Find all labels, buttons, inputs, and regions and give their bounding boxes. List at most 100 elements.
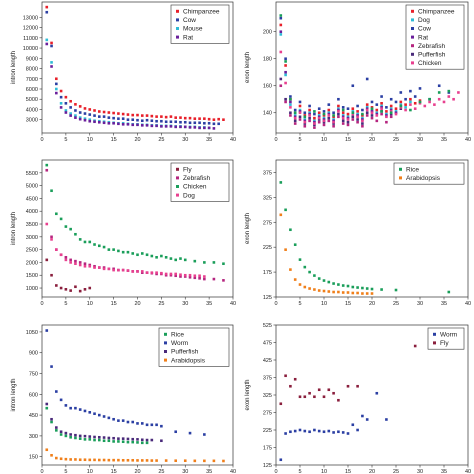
legend-swatch [164,332,167,336]
data-point [298,428,302,432]
x-tick-label: 30 [182,301,188,307]
data-point [112,116,115,120]
x-tick-label: 5 [64,137,67,143]
data-point [207,126,211,130]
data-point [346,107,350,110]
data-point [169,120,173,124]
data-point [55,212,58,216]
data-point [98,413,101,417]
data-point [346,115,350,119]
data-point [356,115,359,119]
data-point [332,115,335,119]
data-point [145,441,149,445]
data-point [313,395,316,399]
data-point [59,433,63,436]
legend-entry: Arabidopsis [171,357,206,364]
data-point [370,108,374,112]
data-point [346,120,350,124]
data-point [346,291,350,294]
data-point [298,283,302,286]
x-tick-label: 5 [298,301,301,307]
data-point [140,459,144,462]
data-point [117,122,120,126]
data-point [437,91,441,94]
data-point [346,112,350,116]
legend-entry: Fly [440,340,449,347]
data-point [279,213,283,217]
data-point [317,107,321,110]
data-point [50,453,53,457]
data-point [160,115,163,118]
data-point [169,115,173,118]
data-point [83,112,87,115]
data-point [193,276,197,280]
data-point [293,122,297,125]
data-point [380,288,383,291]
y-tick-label: 3500 [26,222,38,228]
data-point [150,438,154,442]
data-point [88,113,92,116]
data-point [174,116,177,119]
data-point [117,437,120,440]
data-point [83,240,87,244]
chart-panel-5: 0 5 10 15 20 25 30 35 40 150 300 450 600 750 900 1050 in… [11,324,236,474]
x-tick-label: 40 [465,469,471,474]
data-point [78,261,82,264]
data-point [337,97,340,101]
x-tick-label: 35 [441,469,447,474]
data-point [145,459,149,462]
data-point [222,118,225,121]
legend-swatch [411,18,414,22]
data-point [78,105,82,108]
data-point [356,291,359,295]
data-point [50,417,53,421]
chart-panel-2: 0 5 10 15 20 25 30 35 40 140 160 180 200 exon length C… [245,1,471,143]
data-point [83,288,87,291]
data-point [337,104,340,108]
data-point [93,412,96,416]
x-tick-label: 0 [274,469,277,474]
data-point [217,117,220,121]
x-tick-label: 15 [111,301,117,307]
data-point [121,112,125,116]
data-point [140,119,144,123]
data-point [317,114,321,117]
data-point [375,111,379,115]
data-point [313,120,316,124]
data-point [131,252,135,255]
data-point [308,391,311,395]
series-rice [45,406,149,445]
data-point [418,99,422,102]
data-point [126,269,130,272]
data-point [179,125,182,129]
data-point [356,120,359,124]
data-point [78,458,82,462]
x-tick-label: 15 [345,301,351,307]
data-point [327,114,331,117]
x-tick-label: 35 [206,301,212,307]
data-point [370,110,374,113]
data-point [59,430,63,434]
data-point [418,100,422,104]
data-point [308,108,311,112]
data-point [279,33,283,36]
data-point [59,89,63,93]
y-tick-label: 2500 [26,248,38,254]
data-point [337,290,340,294]
legend-entry: Chicken [418,60,442,67]
data-point [64,95,68,99]
data-point [136,118,139,122]
legend-entry: Rice [406,167,419,174]
legend-swatch [176,27,179,30]
data-point [74,285,77,289]
x-tick-label: 40 [465,301,471,307]
data-point [150,459,154,462]
data-point [356,384,359,388]
x-tick-label: 40 [465,137,471,143]
data-point [327,290,331,293]
data-point [284,208,287,212]
data-point [341,119,345,123]
data-point [102,439,106,443]
data-point [64,431,68,435]
